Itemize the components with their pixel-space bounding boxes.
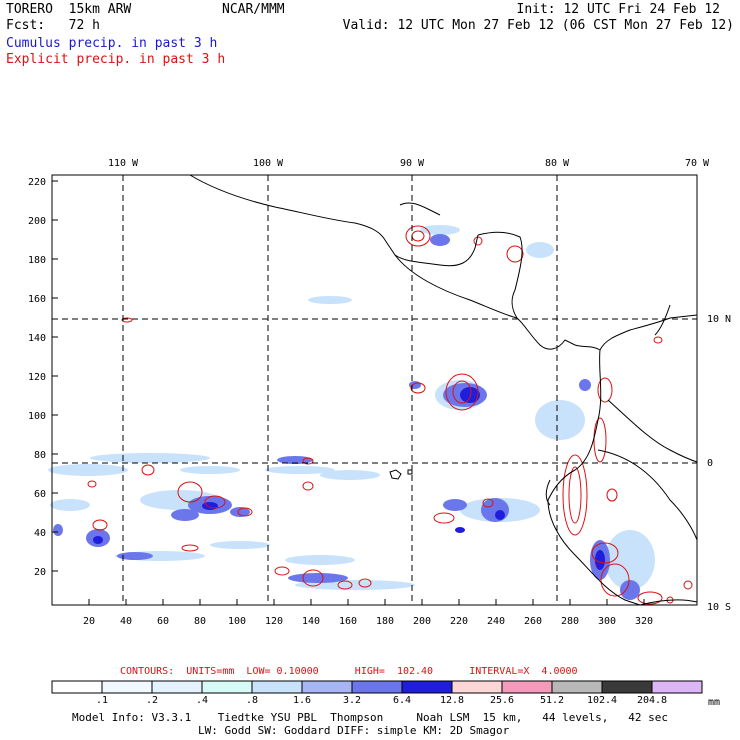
- colorbar-label: 51.2: [539, 695, 565, 706]
- colorbar-label: .4: [195, 695, 209, 706]
- colorbar-label: 6.4: [392, 695, 412, 706]
- latlon-grid: [52, 175, 697, 605]
- colorbar-label: .8: [245, 695, 259, 706]
- colorbar-swatch: [501, 680, 553, 694]
- colorbar-swatch: [251, 680, 303, 694]
- lon-label-70w: 70 W: [685, 158, 710, 169]
- x-tick-label: 180: [376, 616, 394, 627]
- colorbar-label: 3.2: [342, 695, 362, 706]
- lon-label-80w: 80 W: [545, 158, 570, 169]
- lat-label-10s: 10 S: [707, 602, 731, 613]
- y-tick-label: 20: [34, 567, 46, 578]
- y-tick-label: 80: [34, 450, 46, 461]
- colorbar-swatch: [351, 680, 403, 694]
- x-tick-label: 140: [302, 616, 320, 627]
- colorbar-label: 102.4: [586, 695, 618, 706]
- contours-info: CONTOURS: UNITS=mm LOW= 0.10000 HIGH= 10…: [120, 666, 578, 677]
- y-tick-label: 100: [28, 411, 46, 422]
- colorbar-swatch: [551, 680, 603, 694]
- plot-frame: [51, 174, 698, 606]
- colorbar-swatch: [651, 680, 703, 694]
- x-tick-labels: 20 40 60 80 100 120 140 160 180 200 220 240 260 280 30…: [83, 616, 653, 627]
- explicit-legend: Explicit precip. in past 3 h: [6, 52, 226, 67]
- model-info-line1: Model Info: V3.3.1 Tiedtke YSU PBL Thomp…: [72, 711, 669, 724]
- x-tick-label: 280: [561, 616, 579, 627]
- colorbar-swatch: [101, 680, 153, 694]
- colorbar-label: 25.6: [489, 695, 515, 706]
- y-tick-label: 120: [28, 372, 46, 383]
- x-tick-label: 200: [413, 616, 431, 627]
- x-tick-label: 60: [157, 616, 169, 627]
- colorbar-swatch: [601, 680, 653, 694]
- colorbar-swatch: [51, 680, 103, 694]
- y-tick-label: 60: [34, 489, 46, 500]
- x-tick-label: 40: [120, 616, 132, 627]
- y-tick-label: 200: [28, 216, 46, 227]
- colorbar-label: .1: [95, 695, 109, 706]
- y-tick-label: 220: [28, 177, 46, 188]
- lat-label-0: 0: [707, 458, 713, 469]
- model-title: TORERO 15km ARW: [6, 2, 132, 17]
- colorbar-label: 1.6: [292, 695, 312, 706]
- y-tick-labels: 220 200 180 160 140 120 100 80 60 40 20: [28, 177, 46, 578]
- colorbar-swatch: [201, 680, 253, 694]
- latitude-labels: 10 N 0 10 S: [707, 314, 731, 613]
- lon-label-100w: 100 W: [253, 158, 284, 169]
- colorbar-swatch: [451, 680, 503, 694]
- model-info-line2: LW: Godd SW: Goddard DIFF: simple KM: 2D…: [198, 724, 510, 737]
- lon-label-90w: 90 W: [400, 158, 425, 169]
- x-tick-label: 300: [598, 616, 616, 627]
- colorbar: [51, 680, 703, 694]
- colorbar-swatch: [151, 680, 203, 694]
- colorbar-label: .2: [145, 695, 159, 706]
- lat-label-10n: 10 N: [707, 314, 731, 325]
- y-tick-label: 180: [28, 255, 46, 266]
- x-tick-label: 80: [194, 616, 206, 627]
- x-tick-label: 160: [339, 616, 357, 627]
- y-tick-label: 40: [34, 528, 46, 539]
- coastlines: [189, 174, 698, 606]
- colorbar-label: 12.8: [439, 695, 465, 706]
- org-label: NCAR/MMM: [222, 2, 285, 17]
- x-tick-label: 320: [635, 616, 653, 627]
- x-tick-label: 20: [83, 616, 95, 627]
- colorbar-swatch: [401, 680, 453, 694]
- x-tick-label: 100: [228, 616, 246, 627]
- lon-label-110w: 110 W: [108, 158, 139, 169]
- colorbar-swatch: [301, 680, 353, 694]
- x-tick-label: 240: [487, 616, 505, 627]
- y-tick-label: 160: [28, 294, 46, 305]
- x-tick-marks: [88, 599, 645, 605]
- cumulus-legend: Cumulus precip. in past 3 h: [6, 36, 218, 51]
- cumulus-precip-shading: [48, 225, 655, 600]
- longitude-labels: 110 W 100 W 90 W 80 W 70 W: [108, 158, 710, 169]
- x-tick-label: 120: [265, 616, 283, 627]
- x-tick-label: 260: [524, 616, 542, 627]
- colorbar-label: 204.8: [636, 695, 668, 706]
- forecast-hour: Fcst: 72 h: [6, 18, 100, 33]
- explicit-precip-contours: [87, 225, 693, 605]
- valid-time: Valid: 12 UTC Mon 27 Feb 12 (06 CST Mon …: [342, 18, 734, 33]
- colorbar-unit: mm: [708, 697, 721, 708]
- init-time: Init: 12 UTC Fri 24 Feb 12: [516, 2, 721, 17]
- x-tick-label: 220: [450, 616, 468, 627]
- y-tick-marks: [52, 180, 58, 572]
- y-tick-label: 140: [28, 333, 46, 344]
